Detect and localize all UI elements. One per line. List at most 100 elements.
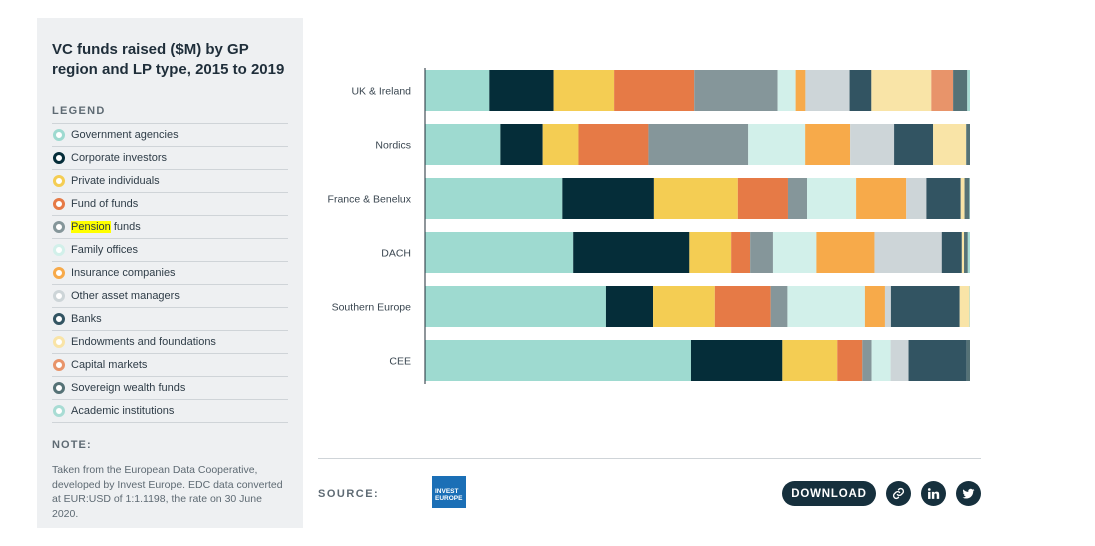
legend-item[interactable]: Sovereign wealth funds [52, 376, 288, 399]
bar-segment[interactable] [689, 232, 732, 273]
legend-swatch [53, 244, 65, 256]
bar-segment[interactable] [931, 70, 954, 111]
bar-segment[interactable] [770, 286, 788, 327]
legend-item[interactable]: Other asset managers [52, 284, 288, 307]
bar-segment[interactable] [933, 124, 967, 165]
legend-item[interactable]: Family offices [52, 238, 288, 261]
bar-segment[interactable] [816, 232, 875, 273]
bar-segment[interactable] [731, 232, 751, 273]
bar-segment[interactable] [772, 232, 817, 273]
bar-segment[interactable] [425, 178, 563, 219]
bar-segment[interactable] [805, 124, 851, 165]
legend-item[interactable]: Corporate investors [52, 146, 288, 169]
bar-segment[interactable] [964, 232, 968, 273]
bar-segment[interactable] [425, 340, 691, 381]
twitter-share-button[interactable] [956, 481, 981, 506]
bar-segment[interactable] [926, 178, 961, 219]
linkedin-share-button[interactable] [921, 481, 946, 506]
bar-segment[interactable] [542, 124, 579, 165]
legend-item[interactable]: Insurance companies [52, 261, 288, 284]
bar-segment[interactable] [953, 70, 968, 111]
bar-segment[interactable] [425, 232, 574, 273]
legend-swatch [53, 382, 65, 394]
source-label: SOURCE: [318, 488, 380, 500]
bar-segment[interactable] [862, 340, 872, 381]
legend-swatch [53, 359, 65, 371]
legend-item[interactable]: Private individuals [52, 169, 288, 192]
bar-segment[interactable] [884, 286, 891, 327]
bar-segment[interactable] [856, 178, 907, 219]
bar-segment[interactable] [890, 286, 960, 327]
legend-item[interactable]: Government agencies [52, 123, 288, 146]
category-label: Southern Europe [332, 302, 412, 314]
copy-link-button[interactable] [886, 481, 911, 506]
bar-segment[interactable] [874, 232, 942, 273]
bar-segment[interactable] [690, 340, 783, 381]
bar-segment[interactable] [908, 340, 967, 381]
download-button[interactable]: DOWNLOAD [782, 481, 876, 506]
legend-item[interactable]: Capital markets [52, 353, 288, 376]
bar-segment[interactable] [964, 178, 970, 219]
invest-europe-logo[interactable]: INVEST EUROPE [432, 476, 466, 508]
bar-segment[interactable] [425, 70, 490, 111]
bar-segment[interactable] [562, 178, 654, 219]
legend-swatch [53, 267, 65, 279]
bar-segment[interactable] [871, 340, 891, 381]
bar-segment[interactable] [787, 178, 808, 219]
bar-segment[interactable] [653, 178, 738, 219]
bar-segment[interactable] [890, 340, 909, 381]
legend-swatch [53, 152, 65, 164]
bar-segment[interactable] [960, 178, 965, 219]
bar-segment[interactable] [967, 232, 970, 273]
bar-segment[interactable] [748, 124, 806, 165]
bar-segment[interactable] [578, 124, 649, 165]
bar-segment[interactable] [849, 70, 872, 111]
bar-segment[interactable] [969, 178, 970, 219]
bar-segment[interactable] [777, 70, 796, 111]
bar-segment[interactable] [864, 286, 885, 327]
legend-item[interactable]: Endowments and foundations [52, 330, 288, 353]
bar-segment[interactable] [714, 286, 771, 327]
bar-segment[interactable] [782, 340, 838, 381]
bar-segment[interactable] [653, 286, 715, 327]
category-label: DACH [381, 248, 411, 260]
legend-swatch [53, 129, 65, 141]
bar-segment[interactable] [906, 178, 927, 219]
bar-segment[interactable] [425, 286, 606, 327]
bar-segment[interactable] [966, 340, 970, 381]
bar-segment[interactable] [967, 70, 970, 111]
bar-segment[interactable] [605, 286, 654, 327]
legend-panel: VC funds raised ($M) by GP region and LP… [37, 18, 303, 528]
bar-segment[interactable] [553, 70, 615, 111]
link-icon [892, 487, 905, 500]
bar-segment[interactable] [959, 286, 970, 327]
bar-segment[interactable] [787, 286, 865, 327]
bar-segment[interactable] [425, 124, 501, 165]
bar-segment[interactable] [807, 178, 857, 219]
bar-segment[interactable] [648, 124, 749, 165]
bar-segment[interactable] [795, 70, 806, 111]
bar-segment[interactable] [573, 232, 690, 273]
bar-segment[interactable] [894, 124, 934, 165]
legend-label: Fund of funds [71, 198, 139, 210]
bar-segment[interactable] [737, 178, 788, 219]
bar-segment[interactable] [694, 70, 778, 111]
bar-segment[interactable] [966, 124, 970, 165]
legend-item[interactable]: Fund of funds [52, 192, 288, 215]
chart-title: VC funds raised ($M) by GP region and LP… [52, 41, 285, 78]
bar-segment[interactable] [750, 232, 773, 273]
legend-item[interactable]: Pension funds [52, 215, 288, 238]
legend-item[interactable]: Banks [52, 307, 288, 330]
bar-segment[interactable] [489, 70, 554, 111]
bar-segment[interactable] [969, 286, 970, 327]
bar-segment[interactable] [837, 340, 863, 381]
bar-segment[interactable] [871, 70, 932, 111]
bar-segment[interactable] [941, 232, 962, 273]
bar-segment[interactable] [805, 70, 850, 111]
bar-segment[interactable] [961, 232, 965, 273]
bar-segment[interactable] [500, 124, 543, 165]
bar-segment[interactable] [850, 124, 895, 165]
legend-item[interactable]: Academic institutions [52, 399, 288, 423]
bar-segment[interactable] [614, 70, 695, 111]
note-text: Taken from the European Data Cooperative… [52, 464, 283, 520]
